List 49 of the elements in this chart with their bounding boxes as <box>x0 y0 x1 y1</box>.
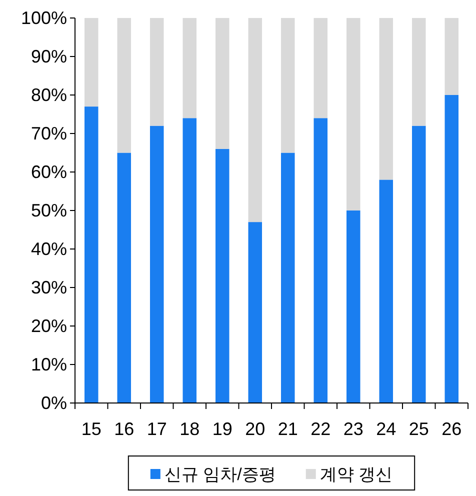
bar <box>346 18 360 210</box>
x-tick-label: 22 <box>310 419 331 439</box>
bar <box>444 18 458 95</box>
y-tick-label: 90% <box>30 46 67 66</box>
bar <box>182 18 196 118</box>
bar <box>314 118 328 403</box>
bar <box>84 106 98 403</box>
y-tick-label: 10% <box>30 354 67 374</box>
x-tick-label: 16 <box>114 419 134 439</box>
x-tick-label: 24 <box>376 419 396 439</box>
x-tick-label: 17 <box>146 419 167 439</box>
bar <box>150 126 164 403</box>
x-tick-label: 18 <box>180 419 200 439</box>
bar <box>215 148 230 403</box>
y-tick-label: 70% <box>30 124 67 144</box>
x-tick-label: 19 <box>212 419 232 439</box>
x-tick-label: 15 <box>81 419 102 439</box>
x-tick-label: 20 <box>245 419 266 439</box>
bar <box>379 18 393 180</box>
y-tick-label: 60% <box>30 162 67 182</box>
y-tick-label: 80% <box>30 85 67 105</box>
x-tick-label: 21 <box>278 419 298 439</box>
bar <box>215 18 230 149</box>
bar <box>412 18 426 126</box>
y-tick-label: 0% <box>40 393 67 413</box>
bar <box>182 118 196 403</box>
bar <box>248 222 262 403</box>
y-tick-label: 20% <box>30 316 67 336</box>
bar <box>412 126 426 403</box>
bar <box>248 18 262 222</box>
y-tick-label: 50% <box>30 200 67 220</box>
bar <box>280 18 295 153</box>
x-tick-label: 23 <box>343 419 364 439</box>
bar <box>346 210 360 403</box>
legend-label: 신규 임차/증평 <box>164 465 276 484</box>
y-tick-label: 30% <box>30 278 67 298</box>
x-tick-label: 25 <box>408 419 429 439</box>
bar <box>117 152 131 403</box>
bar <box>117 18 131 153</box>
y-tick-label: 100% <box>20 8 67 28</box>
bar <box>314 18 328 118</box>
x-tick-label: 26 <box>442 419 462 439</box>
bar <box>84 18 98 107</box>
bar <box>379 180 393 403</box>
bar <box>150 18 164 126</box>
legend-label: 계약 갱신 <box>320 465 393 484</box>
y-tick-label: 40% <box>30 239 67 259</box>
bar <box>444 95 458 403</box>
bar <box>280 152 295 403</box>
